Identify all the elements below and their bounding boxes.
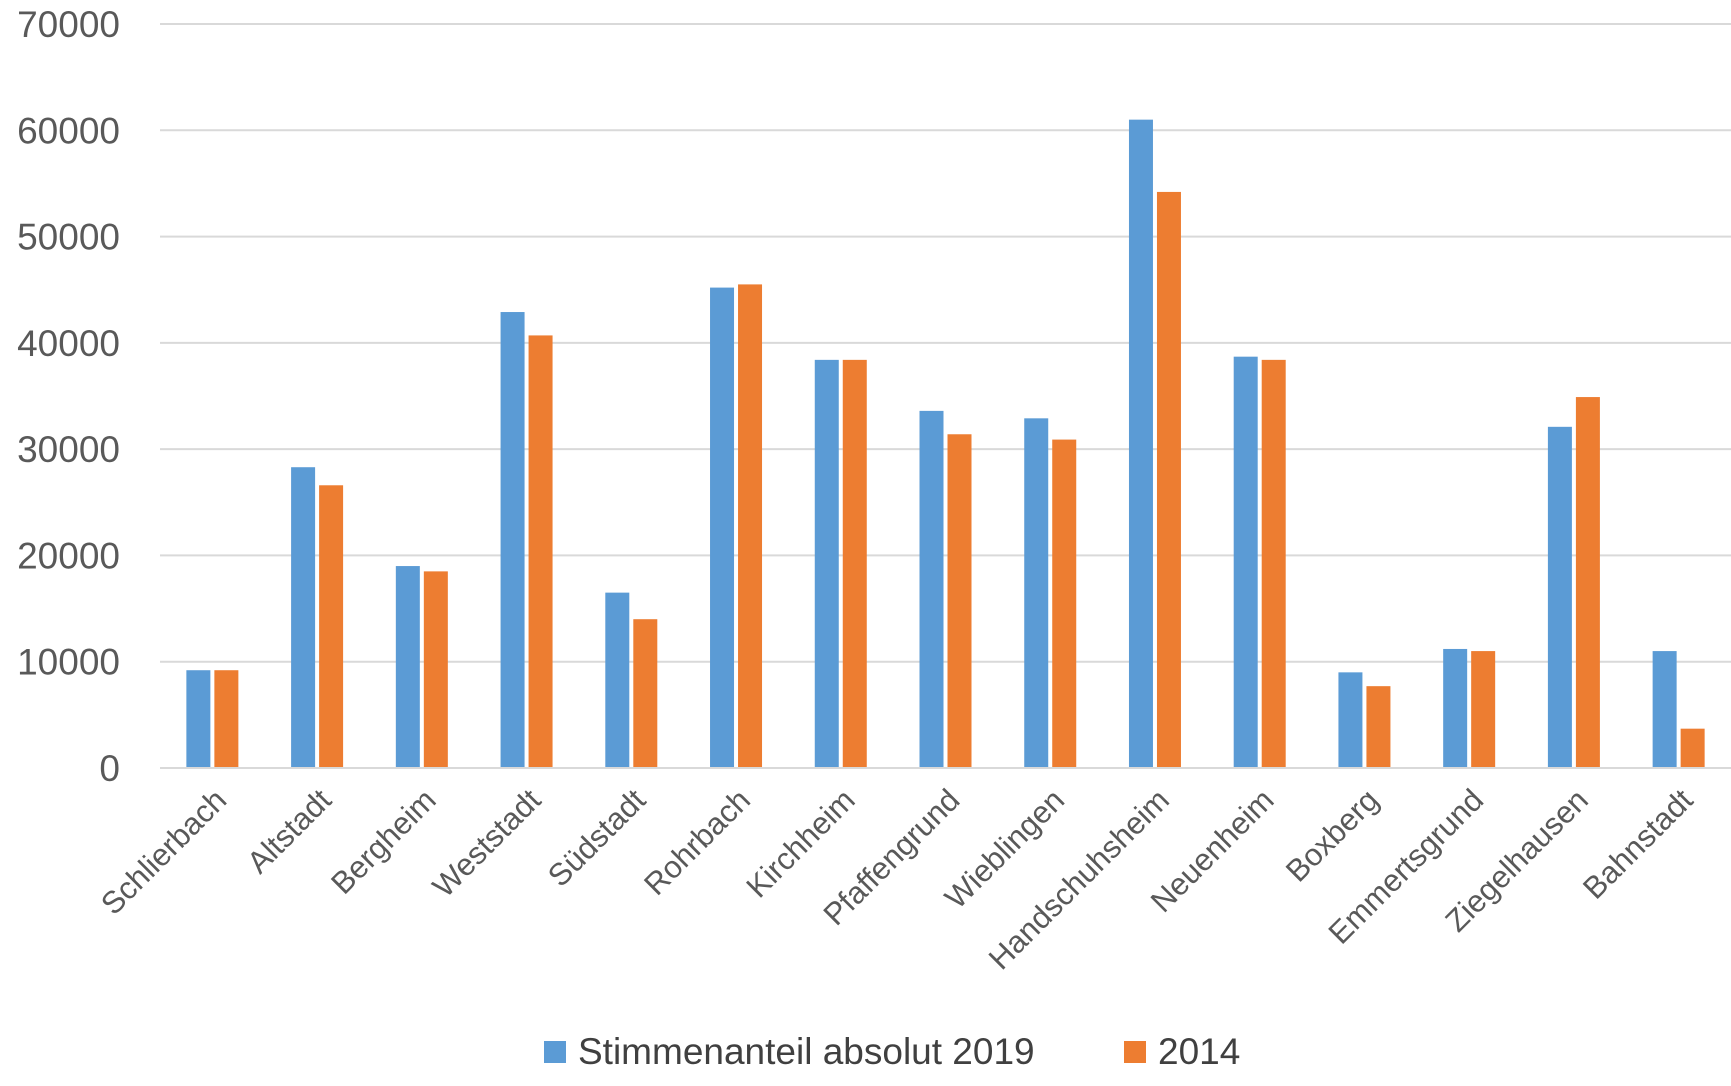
bar-series1-altstadt xyxy=(291,467,316,768)
bar-series1-bahnstadt xyxy=(1652,651,1677,768)
x-category-label: Altstadt xyxy=(240,782,338,880)
bar-series2-kirchheim xyxy=(842,359,867,768)
legend: Stimmenanteil absolut 2019 2014 xyxy=(544,1031,1240,1072)
bar-series1-emmertsgrund xyxy=(1443,648,1468,768)
bar-series1-handschuhsheim xyxy=(1128,119,1153,768)
bar-series1-schlierbach xyxy=(186,670,211,768)
bar-series2-handschuhsheim xyxy=(1156,191,1181,769)
x-category-label: Bahnstadt xyxy=(1576,782,1700,906)
gridlines xyxy=(160,23,1731,663)
bar-series2-rohrbach xyxy=(738,284,763,768)
x-category-label: Bergheim xyxy=(324,782,443,901)
x-category-label: Handschuhsheim xyxy=(982,782,1176,976)
bar-series1-bergheim xyxy=(395,566,420,768)
bar-series2-bahnstadt xyxy=(1680,728,1705,768)
bar-series1-boxberg xyxy=(1338,672,1363,768)
x-axis-category-labels: Schlierbach AltstadtBergheimWeststadtSüds… xyxy=(94,782,1700,976)
y-tick-label: 60000 xyxy=(17,110,120,151)
legend-swatch xyxy=(544,1041,566,1063)
x-category-label: Südstadt xyxy=(541,782,653,894)
bar-series1-neuenheim xyxy=(1233,356,1258,768)
y-tick-label: 70000 xyxy=(17,4,120,45)
y-tick-label: 40000 xyxy=(17,323,120,364)
bar-series2-altstadt xyxy=(319,485,344,768)
bar-series2-wieblingen xyxy=(1052,439,1077,768)
bar-series1-südstadt xyxy=(605,592,630,768)
bar-series2-bergheim xyxy=(423,571,448,768)
bar-series2-pfaffengrund xyxy=(947,434,972,768)
y-tick-label: 20000 xyxy=(17,535,120,576)
bar-series2-boxberg xyxy=(1366,686,1391,768)
bar-series1-ziegelhausen xyxy=(1547,426,1572,768)
y-tick-label: 10000 xyxy=(17,642,120,683)
bar-series1-rohrbach xyxy=(710,287,735,768)
bar-series1-weststadt xyxy=(500,312,525,768)
bar-series2-neuenheim xyxy=(1261,359,1286,768)
x-category-label: Schlierbach xyxy=(94,782,233,921)
y-tick-label: 50000 xyxy=(17,217,120,258)
y-tick-label: 30000 xyxy=(17,429,120,470)
x-category-label: Boxberg xyxy=(1279,782,1385,888)
bar-series2-schlierbach xyxy=(214,670,239,768)
legend-swatch xyxy=(1124,1041,1146,1063)
bars xyxy=(186,119,1705,769)
bar-series1-wieblingen xyxy=(1024,418,1049,768)
y-tick-label: 0 xyxy=(99,748,120,789)
x-category-label: Rohrbach xyxy=(637,782,757,902)
bar-series1-kirchheim xyxy=(814,359,839,768)
legend-label: Stimmenanteil absolut 2019 xyxy=(578,1031,1035,1072)
y-axis-tick-labels: 0 10000 20000 30000 40000 50000 60000 70000 xyxy=(17,4,120,789)
bar-series2-ziegelhausen xyxy=(1575,397,1600,768)
bar-series2-südstadt xyxy=(633,619,658,768)
bar-series2-emmertsgrund xyxy=(1471,651,1496,768)
x-category-label: Weststadt xyxy=(426,782,548,904)
bar-series2-weststadt xyxy=(528,335,553,768)
legend-label: 2014 xyxy=(1158,1031,1240,1072)
bar-series1-pfaffengrund xyxy=(919,410,944,768)
